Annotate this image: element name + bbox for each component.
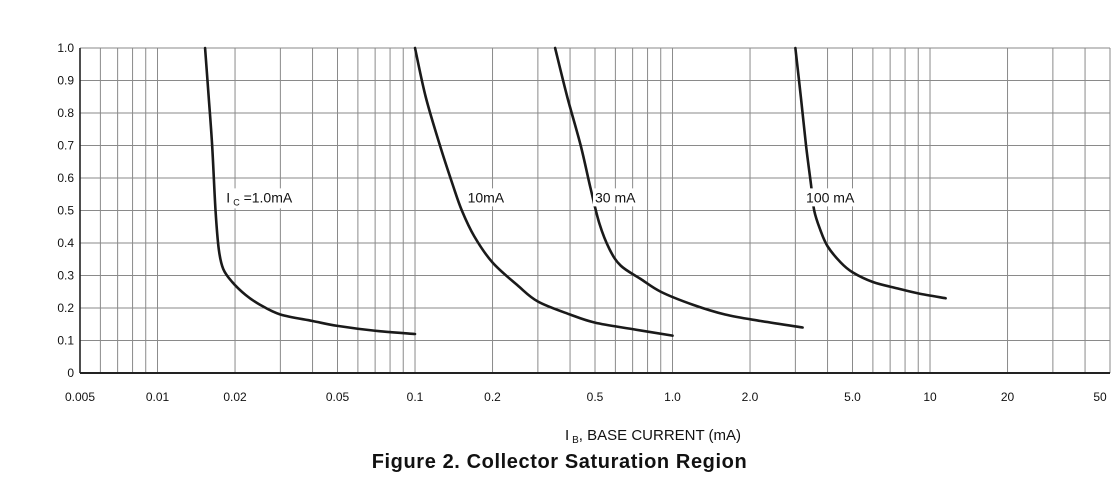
curve-label: 100 mA xyxy=(806,189,855,205)
axes xyxy=(79,48,1110,374)
figure-caption: Figure 2. Collector Saturation Region xyxy=(371,451,748,473)
x-axis-label: I B, BASE CURRENT (mA) xyxy=(565,427,741,446)
y-tick-label: 0.4 xyxy=(57,236,74,250)
y-tick-label: 0 xyxy=(67,366,74,380)
curve-label-background xyxy=(224,188,295,209)
x-tick-label: 0.02 xyxy=(223,390,247,404)
x-tick-label: 5.0 xyxy=(844,390,861,404)
y-tick-labels: 0 0.1 0.2 0.3 0.4 0.5 0.6 0.7 0.8 0.9 1.0 xyxy=(57,41,74,380)
x-tick-label: 10 xyxy=(923,390,937,404)
y-tick-label: 0.1 xyxy=(57,334,74,348)
curves xyxy=(203,46,947,337)
curve-label-background xyxy=(465,188,507,207)
x-tick-label: 1.0 xyxy=(664,390,681,404)
curve-label: 30 mA xyxy=(595,189,636,205)
curve-label-background xyxy=(804,188,857,207)
x-tick-label: 0.1 xyxy=(407,390,424,404)
x-tick-label: 2.0 xyxy=(742,390,759,404)
y-tick-label: 0.9 xyxy=(57,74,74,88)
curve-series-2 xyxy=(413,46,674,337)
y-tick-label: 0.7 xyxy=(57,139,74,153)
x-tick-labels: 0.005 0.01 0.02 0.05 0.1 0.2 0.5 1.0 2.0 5.0 10 20 5… xyxy=(65,390,1107,404)
x-tick-label: 0.2 xyxy=(484,390,501,404)
y-tick-label: 0.3 xyxy=(57,269,74,283)
curve-series-4 xyxy=(794,46,947,300)
x-tick-label: 50 xyxy=(1093,390,1107,404)
y-tick-label: 0.2 xyxy=(57,301,74,315)
y-tick-label: 0.8 xyxy=(57,106,74,120)
y-tick-label: 0.5 xyxy=(57,204,74,218)
curve-label: 10mA xyxy=(468,189,505,205)
curve-series-1 xyxy=(203,46,417,336)
curve-label-background xyxy=(593,188,639,207)
x-tick-label: 0.5 xyxy=(587,390,604,404)
x-tick-label: 0.05 xyxy=(326,390,350,404)
x-tick-label: 20 xyxy=(1001,390,1015,404)
curve-series-3 xyxy=(553,46,804,329)
y-tick-label: 0.6 xyxy=(57,171,74,185)
x-tick-label: 0.01 xyxy=(146,390,170,404)
x-tick-label: 0.005 xyxy=(65,390,95,404)
y-tick-label: 1.0 xyxy=(57,41,74,55)
